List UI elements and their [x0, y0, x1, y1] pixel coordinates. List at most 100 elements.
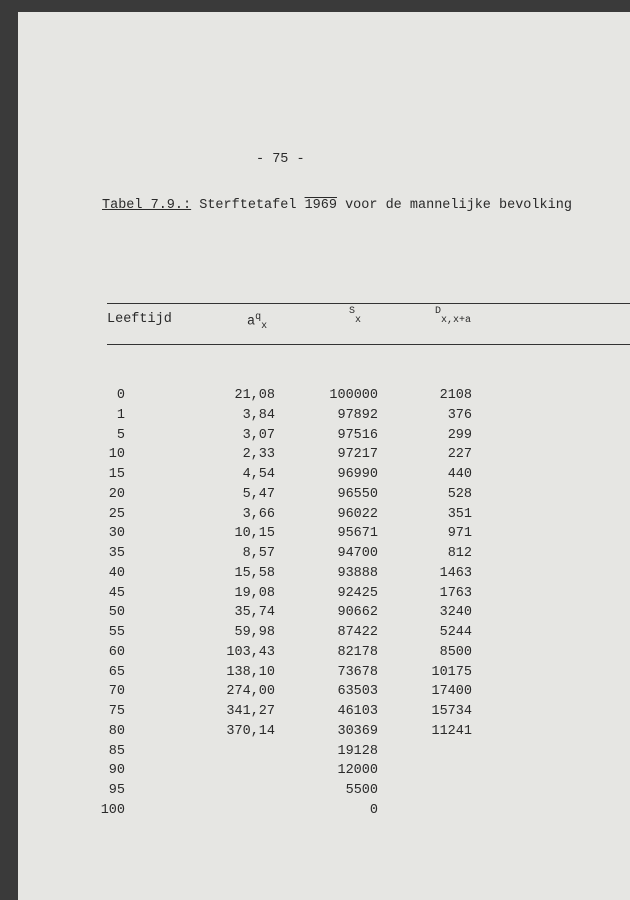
age-cell: 70: [108, 684, 125, 700]
title-text: Sterftetafel: [199, 198, 305, 213]
age-cell: 65: [108, 664, 125, 680]
column-header: Sx: [349, 306, 361, 326]
age-cell: 20: [108, 486, 125, 502]
aqx-cell: 21,08: [234, 388, 275, 403]
age-cell: 100: [100, 802, 125, 818]
sx-cell: 5500: [345, 783, 378, 799]
aqx-cell: 19,08: [234, 585, 275, 601]
sx-cell: 97217: [337, 447, 378, 463]
aqx-cell: 370,14: [226, 723, 275, 739]
dx-cell: 299: [447, 427, 472, 443]
sx-cell: 93888: [337, 565, 378, 581]
age-cell: 0: [116, 388, 125, 403]
sx-cell: 63503: [337, 684, 378, 700]
aqx-cell: 4,54: [242, 467, 275, 483]
aqx-cell: 3,66: [242, 506, 275, 522]
dx-cell: 376: [447, 407, 472, 423]
sx-cell: 94700: [337, 546, 378, 562]
rule: [107, 303, 630, 304]
aqx-cell: 341,27: [226, 704, 275, 720]
age-cell: 95: [108, 783, 125, 799]
age-cell: 80: [108, 723, 125, 739]
sx-cell: 46103: [337, 704, 378, 720]
sx-cell: 100000: [329, 388, 378, 403]
dx-cell: 440: [447, 467, 472, 483]
title-label: Tabel 7.9.:: [102, 198, 192, 213]
column-header: aqx: [247, 312, 267, 332]
aqx-cell: 274,00: [226, 684, 275, 700]
dx-cell: 971: [447, 526, 472, 542]
age-cell: 90: [108, 763, 125, 779]
dx-cell: 227: [447, 447, 472, 463]
sx-cell: 96022: [337, 506, 378, 522]
header-part: a: [247, 314, 256, 330]
dx-cell: 17400: [431, 684, 472, 700]
age-cell: 25: [108, 506, 125, 522]
header-part: x,x+a: [441, 315, 472, 327]
sx-cell: 12000: [337, 763, 378, 779]
aqx-cell: 103,43: [226, 644, 275, 660]
age-cell: 35: [108, 546, 125, 562]
sx-cell: 96990: [337, 467, 378, 483]
page-number: - 75 -: [256, 152, 305, 167]
column-header: Dx,x+a: [435, 306, 471, 326]
sx-cell: 97892: [337, 407, 378, 423]
age-cell: 85: [108, 743, 125, 759]
aqx-cell: 35,74: [234, 605, 275, 621]
age-cell: 1: [116, 407, 125, 423]
sx-cell: 82178: [337, 644, 378, 660]
header-part: S: [349, 306, 356, 317]
age-cell: 10: [108, 447, 125, 463]
header-part: x: [355, 315, 362, 327]
aqx-cell: 8,57: [242, 546, 275, 562]
age-cell: 75: [108, 704, 125, 720]
age-cell: 5: [116, 427, 125, 443]
sx-cell: 97516: [337, 427, 378, 443]
header-part: x: [261, 321, 268, 333]
sx-cell: 0: [369, 802, 378, 818]
dx-cell: 8500: [439, 644, 472, 660]
age-cell: 40: [108, 565, 125, 581]
page: - 75 - Tabel 7.9.: Sterftetafel 1969 voo…: [18, 12, 630, 900]
column-header: Leeftijd: [107, 312, 172, 327]
sx-cell: 92425: [337, 585, 378, 601]
aqx-cell: 3,84: [242, 407, 275, 423]
dx-cell: 3240: [439, 605, 472, 621]
dx-cell: 351: [447, 506, 472, 522]
dx-cell: 15734: [431, 704, 472, 720]
age-cell: 30: [108, 526, 125, 542]
dx-cell: 528: [447, 486, 472, 502]
dx-cell: 812: [447, 546, 472, 562]
header-part: q: [255, 312, 262, 323]
aqx-cell: 59,98: [234, 625, 275, 641]
dx-cell: 5244: [439, 625, 472, 641]
sx-cell: 19128: [337, 743, 378, 759]
sx-cell: 73678: [337, 664, 378, 680]
aqx-cell: 5,47: [242, 486, 275, 502]
dx-cell: 1763: [439, 585, 472, 601]
sx-cell: 90662: [337, 605, 378, 621]
aqx-cell: 15,58: [234, 565, 275, 581]
title-year: 1969: [304, 198, 337, 213]
age-cell: 45: [108, 585, 125, 601]
age-cell: 50: [108, 605, 125, 621]
sx-cell: 96550: [337, 486, 378, 502]
age-cell: 55: [108, 625, 125, 641]
table-title: Tabel 7.9.: Sterftetafel 1969 voor de ma…: [102, 198, 572, 213]
sx-cell: 95671: [337, 526, 378, 542]
title-text: voor de mannelijke bevolking: [345, 198, 572, 213]
aqx-cell: 138,10: [226, 664, 275, 680]
dx-cell: 2108: [439, 388, 472, 403]
aqx-cell: 3,07: [242, 427, 275, 443]
aqx-cell: 2,33: [242, 447, 275, 463]
rule: [107, 344, 630, 345]
sx-cell: 30369: [337, 723, 378, 739]
dx-cell: 1463: [439, 565, 472, 581]
sx-cell: 87422: [337, 625, 378, 641]
header-part: D: [435, 306, 442, 317]
age-cell: 60: [108, 644, 125, 660]
dx-cell: 10175: [431, 664, 472, 680]
aqx-cell: 10,15: [234, 526, 275, 542]
age-cell: 15: [108, 467, 125, 483]
